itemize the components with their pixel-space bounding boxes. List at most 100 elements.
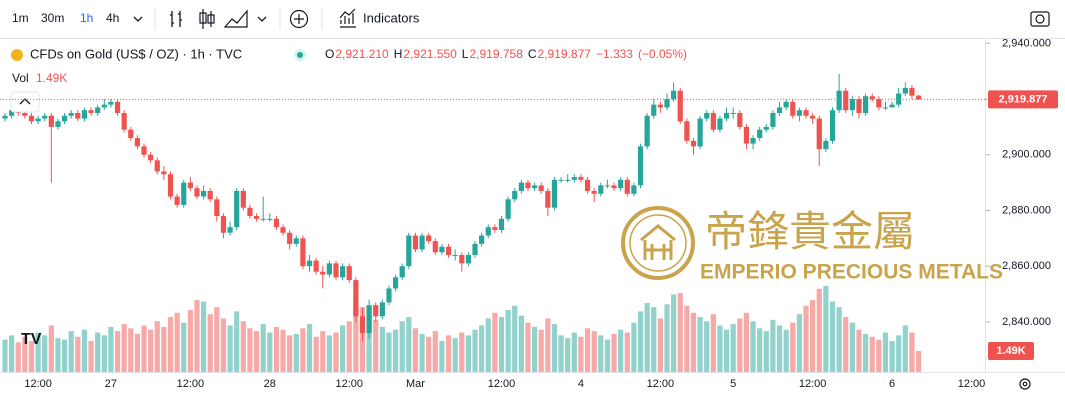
- candle-body: [260, 218, 266, 220]
- candle-body: [35, 118, 41, 122]
- bars-icon[interactable]: [170, 11, 182, 27]
- candle-body: [306, 260, 313, 267]
- volume-bar: [181, 322, 187, 372]
- volume-bar: [532, 326, 538, 372]
- volume-bar: [737, 318, 743, 372]
- candle-body: [498, 218, 505, 230]
- candle-body: [353, 280, 359, 317]
- volume-bar: [730, 324, 736, 372]
- candle-body: [737, 112, 743, 127]
- candle-body: [161, 171, 167, 175]
- candle-body: [9, 110, 15, 116]
- candle-body: [121, 112, 127, 130]
- volume-badge-label: 1.49K: [996, 345, 1025, 357]
- candle-body: [326, 263, 332, 275]
- candle-body: [280, 227, 286, 233]
- volume-bar: [333, 332, 339, 372]
- candle-body: [717, 118, 723, 130]
- volume-bar: [187, 309, 193, 372]
- y-tick-label: 2,880.000: [1002, 204, 1051, 216]
- candle-body: [869, 96, 875, 100]
- candle-body: [181, 182, 187, 205]
- volume-bar: [684, 305, 690, 372]
- dropdown-icon[interactable]: [133, 16, 143, 22]
- interval[interactable]: 1m: [12, 11, 29, 25]
- ohlc-legend: O 2,921.210 H 2,921.550 L 2,919.758 C 2,919.877…: [325, 47, 687, 61]
- candle-body: [359, 316, 366, 334]
- indicators-icon[interactable]: [339, 8, 356, 28]
- volume-bar: [677, 293, 683, 372]
- candle-body: [743, 126, 750, 144]
- candle-body: [267, 218, 273, 220]
- candles-icon[interactable]: [199, 9, 215, 29]
- dropdown-icon[interactable]: [257, 16, 267, 22]
- candle-body: [479, 235, 485, 244]
- volume-bar: [902, 325, 908, 372]
- compare-plus[interactable]: [294, 14, 304, 24]
- compare-icon[interactable]: [289, 9, 309, 29]
- change-value: −1.333: [596, 47, 633, 61]
- candle-body: [889, 104, 895, 108]
- volume-bar: [823, 286, 829, 372]
- candle-body: [704, 112, 710, 119]
- interval[interactable]: 30m: [41, 11, 64, 25]
- candle-body: [750, 138, 756, 144]
- candle-body: [538, 185, 544, 191]
- candle-body: [81, 110, 88, 119]
- indicators-button[interactable]: Indicators: [363, 10, 420, 25]
- volume-bar: [863, 333, 869, 372]
- volume-bar: [657, 318, 663, 372]
- volume-bar: [479, 325, 485, 372]
- watermark-cn: 帝鋒貴金屬: [705, 207, 915, 256]
- volume-bar: [472, 329, 478, 372]
- volume-bar: [578, 336, 584, 372]
- volume-bar: [95, 332, 101, 372]
- volume-bar: [545, 318, 551, 372]
- volume-bar: [174, 312, 180, 372]
- x-tick-label: 12:00: [799, 378, 827, 390]
- candle-body: [207, 190, 213, 200]
- candle-body: [42, 115, 48, 119]
- candle-body: [776, 107, 783, 113]
- candle-body: [902, 87, 908, 94]
- candle-body: [803, 110, 809, 116]
- candle-body: [399, 266, 405, 278]
- volume-bar: [207, 314, 213, 372]
- candle-body: [512, 190, 518, 200]
- camera-icon[interactable]: [1030, 11, 1050, 27]
- volume-bar: [836, 307, 842, 372]
- candle-body: [697, 118, 703, 147]
- interval-active[interactable]: 1h: [80, 11, 93, 25]
- candle-body: [287, 232, 293, 244]
- candle-body: [578, 177, 584, 180]
- volume-bar: [287, 335, 293, 372]
- watermark-logo-mark: [640, 224, 676, 260]
- area-icon[interactable]: [223, 9, 248, 28]
- volume-bar: [915, 350, 922, 372]
- volume-bar: [829, 301, 836, 372]
- volume-bar: [717, 325, 723, 372]
- candle-body: [849, 99, 855, 111]
- x-tick-label: 28: [264, 378, 276, 390]
- candle-body: [273, 218, 280, 228]
- symbol-icon: [11, 49, 23, 61]
- collapse-button[interactable]: [10, 91, 40, 113]
- settings-icon[interactable]: [1019, 378, 1031, 390]
- volume-bar: [796, 314, 802, 372]
- volume-bar: [114, 331, 121, 372]
- volume-bar: [201, 301, 207, 372]
- volume-bar: [697, 317, 703, 372]
- candle-body: [565, 179, 571, 181]
- candle-body: [406, 235, 412, 267]
- candle-body: [465, 255, 471, 264]
- candle-body: [373, 305, 379, 317]
- volume-bar: [134, 333, 140, 372]
- candle-body: [154, 160, 160, 172]
- volume-bar: [194, 300, 200, 372]
- volume-bar: [671, 294, 677, 372]
- volume-bar: [538, 329, 544, 372]
- interval[interactable]: 4h: [106, 11, 119, 25]
- ohlc-value: 2,919.877: [538, 47, 592, 61]
- volume-bar: [15, 342, 21, 372]
